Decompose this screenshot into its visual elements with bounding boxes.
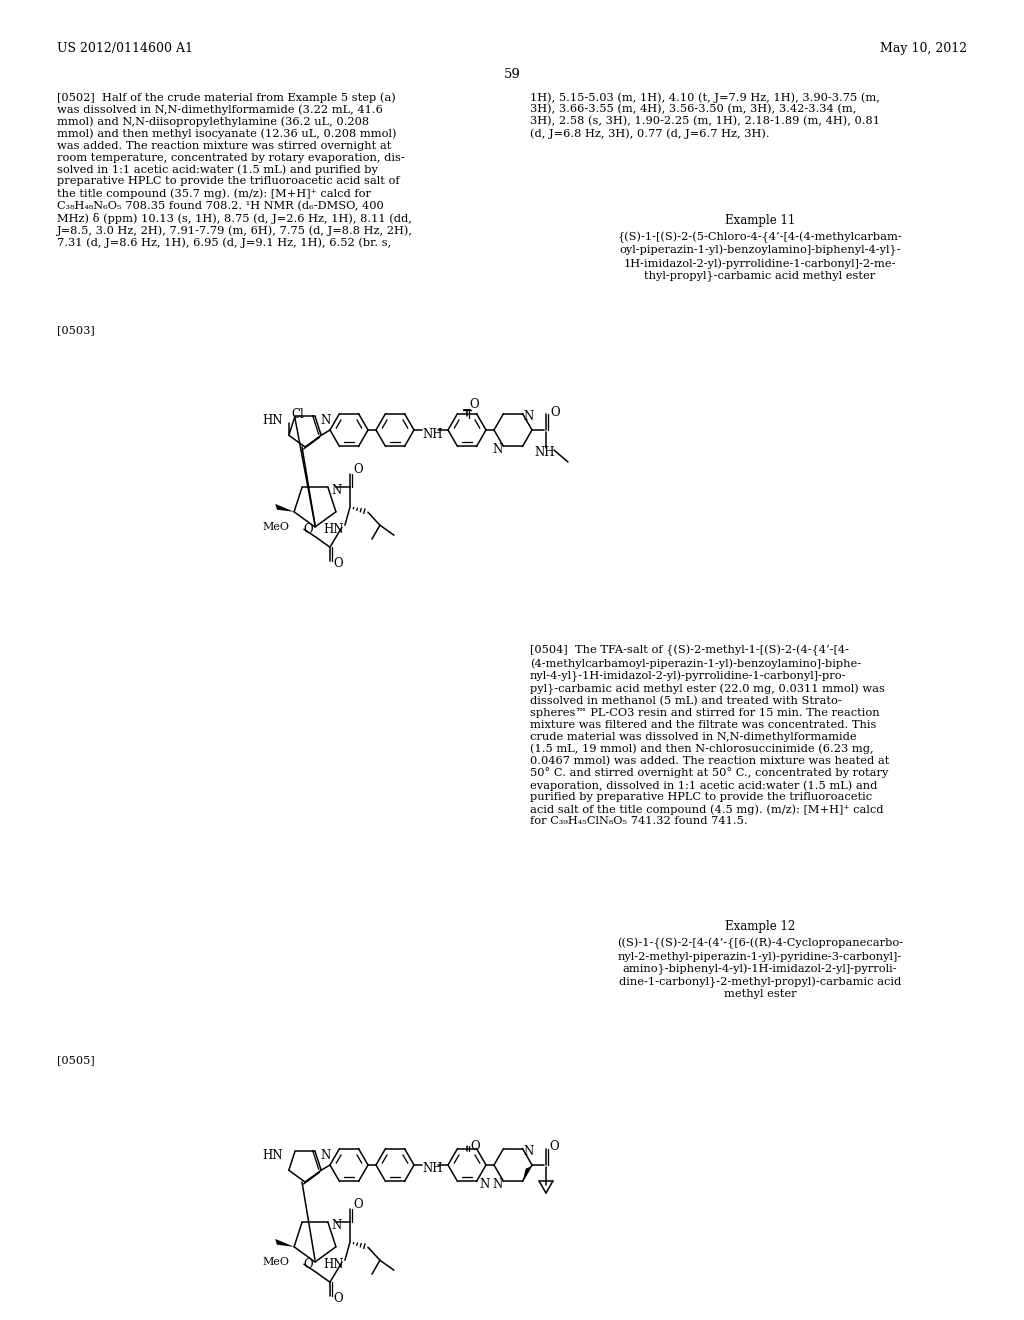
Text: N: N [493, 444, 503, 455]
Text: MeO: MeO [263, 523, 290, 532]
Text: O: O [353, 463, 362, 475]
Polygon shape [522, 1167, 531, 1181]
Text: NH: NH [422, 1163, 442, 1176]
Text: HN: HN [324, 1258, 344, 1271]
Text: Example 12: Example 12 [725, 920, 795, 933]
Text: May 10, 2012: May 10, 2012 [880, 42, 967, 55]
Text: Example 11: Example 11 [725, 214, 795, 227]
Text: N: N [479, 1177, 489, 1191]
Text: O: O [303, 523, 312, 536]
Text: US 2012/0114600 A1: US 2012/0114600 A1 [57, 42, 193, 55]
Text: HN: HN [324, 523, 344, 536]
Text: N: N [331, 1218, 341, 1232]
Text: [0503]: [0503] [57, 325, 95, 335]
Text: NH: NH [422, 428, 442, 441]
Text: N: N [523, 1144, 534, 1158]
Text: 1H), 5.15-5.03 (m, 1H), 4.10 (t, J=7.9 Hz, 1H), 3.90-3.75 (m,
3H), 3.66-3.55 (m,: 1H), 5.15-5.03 (m, 1H), 4.10 (t, J=7.9 H… [530, 92, 880, 139]
Text: O: O [470, 1140, 479, 1154]
Text: O: O [549, 1140, 559, 1154]
Text: N: N [331, 483, 341, 496]
Text: N: N [493, 1177, 503, 1191]
Text: O: O [333, 1292, 343, 1304]
Text: O: O [550, 405, 560, 418]
Text: O: O [333, 557, 343, 570]
Polygon shape [275, 1239, 294, 1247]
Text: O: O [353, 1197, 362, 1210]
Text: 59: 59 [504, 69, 520, 81]
Text: [0502]  Half of the crude material from Example 5 step (a)
was dissolved in N,N-: [0502] Half of the crude material from E… [57, 92, 413, 248]
Text: N: N [523, 411, 534, 422]
Text: Cl: Cl [292, 408, 304, 421]
Text: N: N [319, 1148, 331, 1162]
Text: O: O [303, 1258, 312, 1271]
Text: NH: NH [534, 446, 555, 458]
Text: HN: HN [263, 1148, 284, 1162]
Text: {(S)-1-[(S)-2-(5-Chloro-4-{4’-[4-(4-methylcarbam-
oyl-piperazin-1-yl)-benzoylami: {(S)-1-[(S)-2-(5-Chloro-4-{4’-[4-(4-meth… [617, 232, 902, 281]
Text: N: N [319, 413, 331, 426]
Text: O: O [469, 397, 478, 411]
Text: [0504]  The TFA-salt of {(S)-2-methyl-1-[(S)-2-(4-{4’-[4-
(4-methylcarbamoyl-pip: [0504] The TFA-salt of {(S)-2-methyl-1-[… [530, 645, 890, 826]
Text: [0505]: [0505] [57, 1055, 95, 1065]
Text: ((S)-1-{(S)-2-[4-(4’-{[6-((R)-4-Cyclopropanecarbо-
nyl-2-methyl-piperazin-1-yl)-: ((S)-1-{(S)-2-[4-(4’-{[6-((R)-4-Cyclopro… [616, 939, 903, 999]
Polygon shape [275, 504, 294, 512]
Text: HN: HN [263, 413, 284, 426]
Text: MeO: MeO [263, 1257, 290, 1267]
